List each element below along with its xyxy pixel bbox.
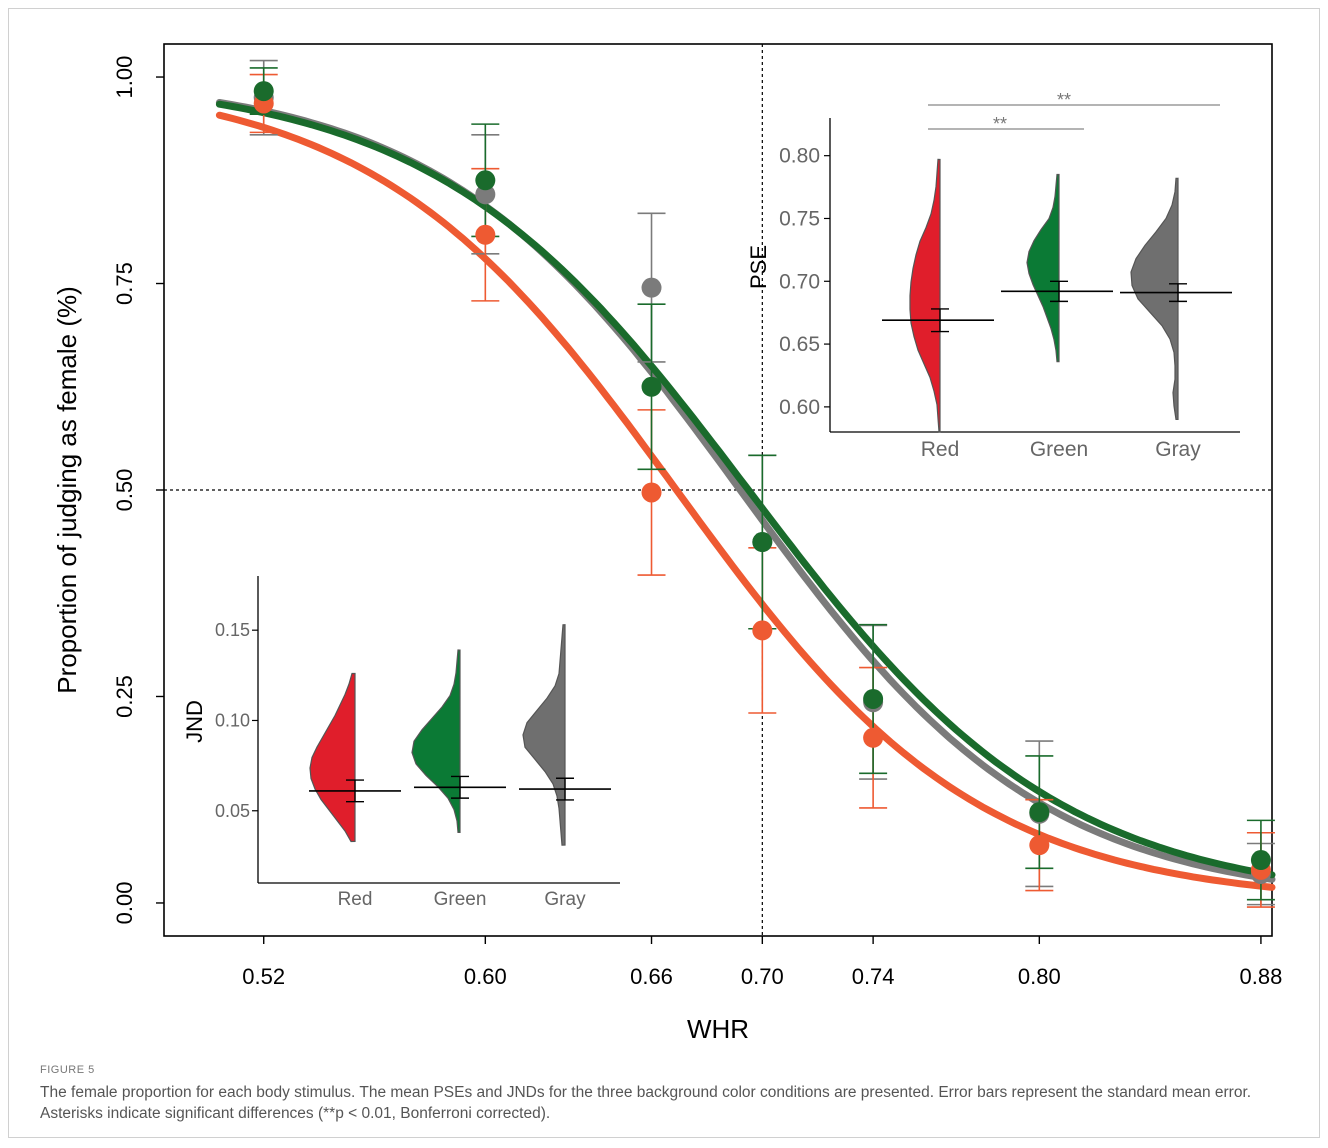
jnd-violin-red (309, 672, 356, 843)
pse-y-tick-label: 0.65 (779, 333, 820, 356)
data-point-red (1029, 835, 1050, 856)
jnd-violin-green (411, 649, 461, 834)
y-tick-label: 0.75 (112, 262, 137, 305)
figure-caption: The female proportion for each body stim… (40, 1084, 1252, 1122)
x-tick-label: 0.74 (852, 964, 895, 989)
jnd-y-tick-label: 0.05 (215, 801, 250, 821)
y-tick-label: 0.00 (112, 882, 137, 925)
figure-frame (8, 8, 1320, 1138)
pse-y-tick-label: 0.60 (779, 396, 820, 419)
x-tick-label: 0.70 (741, 964, 784, 989)
data-point-red (752, 620, 773, 641)
jnd-x-tick-label: Gray (544, 889, 586, 910)
figure-canvas: 0.52 0.60 0.66 0.70 0.74 0.80 0.88 0.00 0.25 0.50… (52, 43, 1283, 1044)
violin-red (909, 158, 941, 433)
x-tick-label: 0.80 (1018, 964, 1061, 989)
fit-curve-green (215, 100, 1276, 879)
jnd-inset-chart: 0.05 0.10 0.15 Red Green Gray JND (182, 576, 620, 910)
jnd-violin-gray (522, 624, 566, 846)
data-point-green (1250, 850, 1271, 871)
figure-label: FIGURE 5 (40, 1064, 95, 1076)
y-tick-label: 1.00 (112, 56, 137, 99)
data-point-red (863, 727, 884, 748)
data-point-green (641, 376, 662, 397)
data-point-red (475, 224, 496, 245)
jnd-x-tick-label: Red (338, 889, 373, 910)
x-tick-label: 0.60 (464, 964, 507, 989)
data-point-gray (641, 277, 662, 298)
pse-y-tick-label: 0.70 (779, 270, 820, 293)
fit-curve-red (215, 111, 1276, 891)
pse-inset-chart: 0.60 0.65 0.70 0.75 0.80 Red Green Gray PSE ** ** (746, 90, 1240, 461)
violin-green (1026, 173, 1060, 363)
x-axis-title: WHR (687, 1014, 749, 1044)
y-tick-label: 0.25 (112, 675, 137, 718)
y-tick-label: 0.50 (112, 469, 137, 512)
data-point-green (1029, 802, 1050, 823)
data-point-green (475, 170, 496, 191)
x-tick-label: 0.52 (242, 964, 285, 989)
data-point-green (752, 532, 773, 553)
main-chart: 0.52 0.60 0.66 0.70 0.74 0.80 0.88 0.00 0.25 0.50… (52, 43, 1283, 1044)
jnd-y-tick-label: 0.10 (215, 710, 250, 730)
pse-y-tick-label: 0.75 (779, 207, 820, 230)
data-point-green (863, 688, 884, 709)
pse-x-tick-label: Gray (1155, 438, 1201, 461)
pse-x-tick-label: Green (1030, 438, 1088, 461)
jnd-y-tick-label: 0.15 (215, 620, 250, 640)
x-tick-label: 0.88 (1240, 964, 1283, 989)
data-point-green (253, 81, 274, 102)
significance-label: ** (1057, 90, 1071, 110)
pse-y-tick-label: 0.80 (779, 145, 820, 168)
y-axis-title: Proportion of judging as female (%) (52, 286, 82, 694)
x-tick-label: 0.66 (630, 964, 673, 989)
data-point-red (641, 482, 662, 503)
jnd-x-tick-label: Green (434, 889, 487, 910)
violin-gray (1130, 177, 1179, 421)
jnd-y-axis-title: JND (182, 700, 207, 743)
pse-x-tick-label: Red (921, 438, 960, 461)
pse-y-axis-title: PSE (746, 245, 771, 289)
data-point-gray (475, 184, 496, 205)
significance-label: ** (993, 114, 1007, 134)
